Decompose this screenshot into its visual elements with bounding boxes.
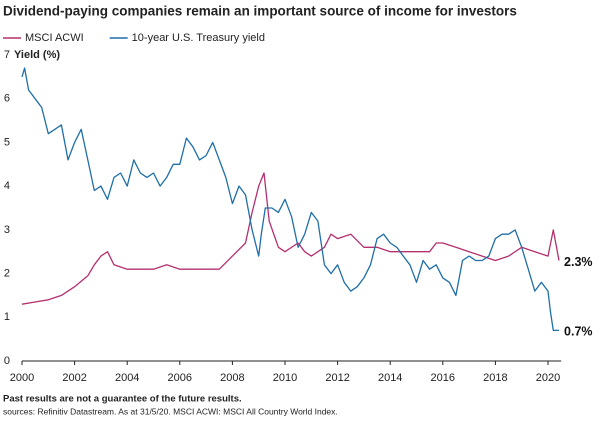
y-tick-label: 4 xyxy=(4,180,10,192)
x-tick-label: 2008 xyxy=(220,372,244,384)
y-tick-label: 7 xyxy=(4,49,10,61)
y-tick-label: 1 xyxy=(4,311,10,323)
chart-title: Dividend-paying companies remain an impo… xyxy=(3,4,517,19)
series-line xyxy=(21,67,559,332)
x-tick-label: 2010 xyxy=(273,372,297,384)
end-label: 0.7% xyxy=(564,325,593,339)
y-tick-label: 2 xyxy=(4,267,10,279)
x-tick-label: 2006 xyxy=(168,372,192,384)
source: sources: Refinitiv Datastream. As at 31/… xyxy=(3,406,338,416)
y-tick-label: 0 xyxy=(4,355,10,367)
legend-label: 10-year U.S. Treasury yield xyxy=(132,32,265,44)
x-tick-label: 2014 xyxy=(378,372,402,384)
x-tick-label: 2002 xyxy=(62,372,86,384)
footnote: Past results are not a guarantee of the … xyxy=(3,394,242,405)
x-tick-label: 2020 xyxy=(536,372,560,384)
series-line xyxy=(21,172,560,305)
y-tick-label: 5 xyxy=(4,136,10,148)
end-label: 2.3% xyxy=(564,255,593,269)
y-tick-label: 6 xyxy=(4,93,10,105)
x-tick-label: 2000 xyxy=(10,372,34,384)
y-tick-label: 3 xyxy=(4,224,10,236)
x-tick-label: 2004 xyxy=(115,372,139,384)
x-tick-label: 2016 xyxy=(431,372,455,384)
x-tick-label: 2018 xyxy=(483,372,507,384)
legend-label: MSCI ACWI xyxy=(25,32,84,44)
y-axis-label: Yield (%) xyxy=(14,49,60,61)
x-tick-label: 2012 xyxy=(325,372,349,384)
